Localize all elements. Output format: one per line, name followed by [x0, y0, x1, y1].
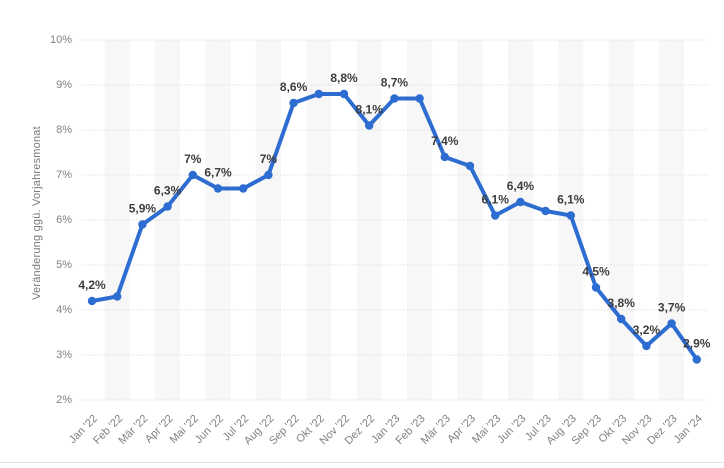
data-point[interactable]: [491, 211, 500, 220]
y-tick-label: 6%: [56, 214, 72, 226]
gridlines: [79, 39, 710, 401]
y-tick-label: 7%: [56, 169, 72, 181]
data-point-label: 8,7%: [381, 76, 409, 90]
plot-band: [155, 40, 181, 400]
data-point-label: 5,9%: [129, 202, 157, 216]
y-tick-label: 2%: [56, 394, 72, 406]
y-axis-title: Veränderung ggü. Vorjahresmonat: [31, 126, 43, 300]
data-point-label: 4,5%: [582, 265, 610, 279]
data-point-label: 6,1%: [557, 193, 585, 207]
data-series: [90, 92, 699, 362]
data-point[interactable]: [289, 98, 298, 108]
y-tick-label: 10%: [50, 34, 72, 46]
data-point[interactable]: [566, 211, 575, 220]
data-point[interactable]: [87, 296, 97, 306]
plot-band: [356, 40, 382, 400]
data-point[interactable]: [339, 89, 349, 99]
x-tick-label: Jun '22: [193, 413, 226, 446]
data-point[interactable]: [264, 170, 273, 180]
data-point-label: 3,2%: [633, 323, 661, 337]
y-tick-label: 9%: [56, 79, 72, 91]
x-tick-label: Jun '23: [495, 413, 528, 446]
data-point[interactable]: [541, 206, 550, 216]
data-point[interactable]: [213, 184, 223, 193]
data-point[interactable]: [667, 319, 676, 328]
data-point[interactable]: [314, 89, 323, 99]
data-point[interactable]: [188, 170, 197, 180]
data-point[interactable]: [465, 161, 475, 171]
data-point[interactable]: [591, 283, 601, 292]
plot-band: [407, 40, 433, 400]
data-point-label: 2,9%: [683, 337, 711, 351]
data-point-label: 4,2%: [78, 278, 106, 292]
y-tick-label: 5%: [56, 259, 72, 271]
data-point[interactable]: [642, 341, 651, 351]
data-line: [90, 92, 699, 362]
plot-band: [608, 40, 634, 400]
y-axis-tick-labels: 10% 9% 8% 7% 6% 5% 4% 3% 2%: [50, 34, 72, 406]
data-point[interactable]: [365, 121, 374, 130]
data-point-label: 6,4%: [507, 179, 535, 193]
data-point[interactable]: [138, 220, 147, 229]
plot-band: [104, 40, 130, 400]
data-point-label: 8,8%: [330, 71, 358, 85]
data-point[interactable]: [440, 152, 449, 162]
data-point[interactable]: [617, 314, 626, 324]
data-point-labels: 4,2%5,9%6,3%7%6,7%7%8,6%8,8%8,1%8,7%7,4%…: [78, 71, 710, 351]
plot-band: [659, 40, 685, 400]
data-point[interactable]: [113, 292, 122, 301]
y-tick-label: 3%: [56, 349, 72, 361]
data-point-label: 7%: [184, 152, 202, 166]
data-point-label: 3,7%: [658, 301, 686, 315]
data-point-label: 7%: [260, 152, 278, 166]
data-point[interactable]: [415, 94, 424, 103]
x-tick-label: Jan '24: [672, 413, 705, 446]
data-point-label: 8,6%: [280, 80, 308, 94]
data-point[interactable]: [516, 197, 525, 207]
data-point[interactable]: [390, 94, 399, 103]
data-point[interactable]: [692, 355, 701, 364]
data-point[interactable]: [163, 202, 172, 211]
data-point-label: 8,1%: [356, 103, 384, 117]
data-point[interactable]: [239, 184, 248, 193]
data-point-label: 7,4%: [431, 134, 459, 148]
data-point-label: 6,3%: [154, 184, 182, 198]
data-point-label: 6,1%: [482, 193, 510, 207]
y-tick-label: 4%: [56, 304, 72, 316]
data-point-label: 3,8%: [608, 296, 636, 310]
y-tick-label: 8%: [56, 124, 72, 136]
data-points: [87, 89, 701, 364]
data-point-label: 6,7%: [204, 166, 232, 180]
